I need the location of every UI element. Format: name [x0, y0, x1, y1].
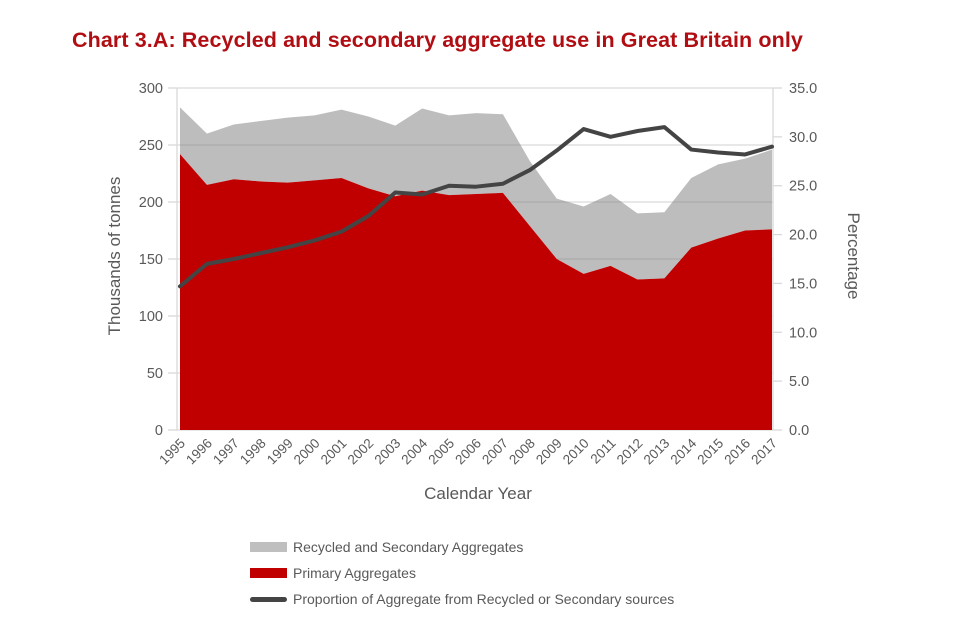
- svg-text:2002: 2002: [345, 436, 377, 468]
- svg-text:2011: 2011: [588, 436, 619, 467]
- svg-text:25.0: 25.0: [789, 179, 817, 195]
- proportion-line-series: [178, 125, 774, 289]
- svg-text:150: 150: [139, 252, 163, 268]
- svg-text:30.0: 30.0: [789, 130, 817, 146]
- legend-item-recycled: Recycled and Secondary Aggregates: [250, 538, 674, 556]
- svg-text:2016: 2016: [721, 436, 753, 468]
- legend-label-proportion: Proportion of Aggregate from Recycled or…: [293, 591, 675, 607]
- svg-text:2014: 2014: [668, 435, 700, 467]
- svg-text:2008: 2008: [506, 436, 538, 468]
- svg-text:2004: 2004: [398, 435, 430, 467]
- primary-area-swatch-icon: [250, 568, 287, 578]
- svg-text:35.0: 35.0: [789, 81, 817, 97]
- svg-text:1996: 1996: [183, 436, 215, 468]
- svg-text:250: 250: [139, 138, 163, 154]
- legend-item-primary: Primary Aggregates: [250, 564, 674, 582]
- legend-label-recycled: Recycled and Secondary Aggregates: [293, 539, 524, 555]
- svg-text:5.0: 5.0: [789, 374, 809, 390]
- svg-text:2006: 2006: [452, 436, 484, 468]
- svg-text:1999: 1999: [264, 436, 296, 468]
- chart-title: Chart 3.A: Recycled and secondary aggreg…: [72, 28, 803, 52]
- legend-item-proportion: Proportion of Aggregate from Recycled or…: [250, 590, 674, 608]
- svg-text:300: 300: [139, 81, 163, 97]
- svg-text:2010: 2010: [560, 436, 592, 468]
- svg-text:2009: 2009: [533, 436, 565, 468]
- svg-text:1997: 1997: [210, 436, 242, 468]
- svg-text:2012: 2012: [614, 436, 646, 468]
- svg-text:200: 200: [139, 195, 163, 211]
- recycled-area-swatch-icon: [250, 542, 287, 552]
- left-axis-title: Thousands of tonnes: [105, 176, 124, 336]
- svg-text:2005: 2005: [425, 436, 457, 468]
- right-axis-title: Percentage: [844, 212, 863, 300]
- svg-text:2015: 2015: [694, 436, 726, 468]
- svg-text:50: 50: [147, 366, 163, 382]
- svg-text:2007: 2007: [479, 436, 511, 468]
- svg-text:2000: 2000: [291, 436, 323, 468]
- svg-text:1998: 1998: [237, 436, 269, 468]
- primary-area-series: [180, 154, 772, 430]
- svg-text:0.0: 0.0: [789, 423, 809, 439]
- chart-legend: Recycled and Secondary Aggregates Primar…: [250, 538, 674, 608]
- svg-text:15.0: 15.0: [789, 276, 817, 292]
- legend-label-primary: Primary Aggregates: [293, 565, 416, 581]
- svg-text:10.0: 10.0: [789, 325, 817, 341]
- x-axis-title: Calendar Year: [424, 484, 532, 503]
- svg-text:2013: 2013: [641, 436, 673, 468]
- svg-text:1995: 1995: [156, 436, 188, 468]
- svg-text:2003: 2003: [372, 436, 404, 468]
- svg-text:2017: 2017: [748, 436, 780, 468]
- svg-text:20.0: 20.0: [789, 228, 817, 244]
- svg-text:0: 0: [155, 423, 163, 439]
- svg-text:2001: 2001: [318, 436, 350, 468]
- svg-text:100: 100: [139, 309, 163, 325]
- proportion-line-swatch-icon: [250, 596, 287, 602]
- recycled-area-series: [180, 107, 772, 280]
